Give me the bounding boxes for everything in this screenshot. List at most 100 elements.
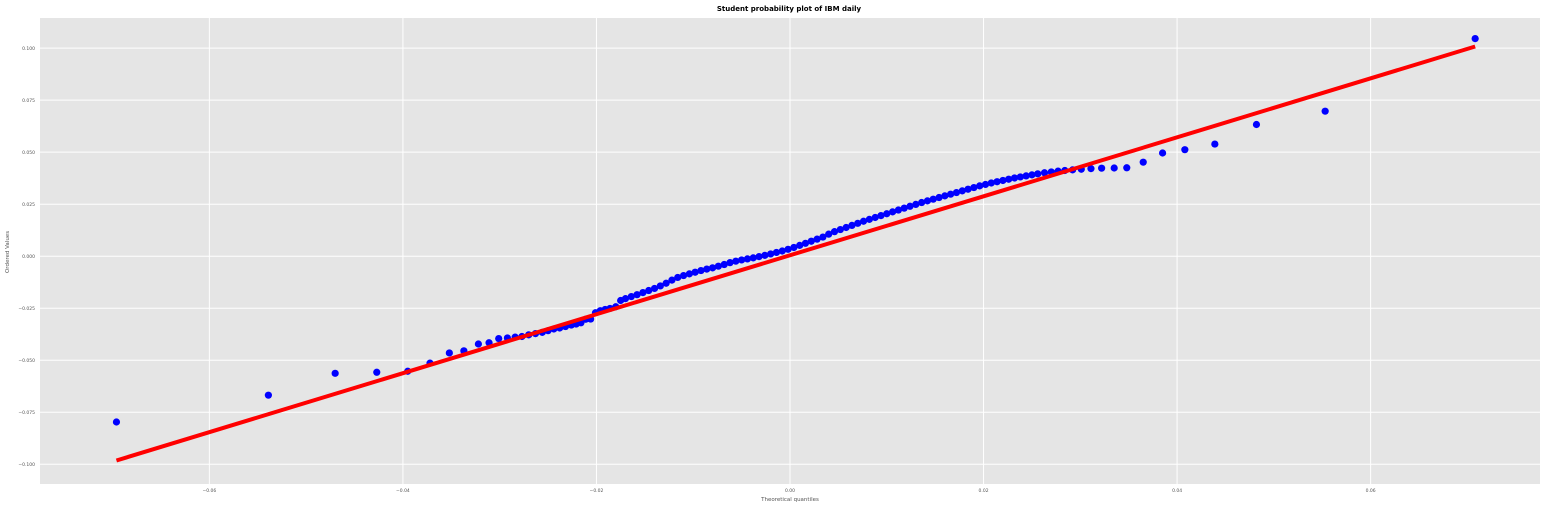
data-point: [1211, 140, 1219, 148]
data-point: [738, 256, 746, 264]
x-tick-label: 0.00: [785, 488, 795, 494]
data-point: [993, 178, 1001, 186]
data-point: [1321, 107, 1329, 115]
data-point: [987, 179, 995, 187]
data-point: [697, 266, 705, 275]
data-point: [1040, 169, 1049, 177]
data-point: [772, 248, 781, 257]
data-point: [1005, 175, 1013, 183]
data-point: [900, 204, 908, 212]
data-point: [373, 368, 381, 376]
data-point: [999, 176, 1007, 185]
data-point: [848, 221, 856, 230]
data-point: [836, 225, 844, 234]
fit-line-layer: [115, 44, 1476, 463]
data-point: [1034, 170, 1042, 178]
y-tick-label: 0.100: [22, 46, 35, 52]
data-point: [807, 237, 815, 245]
y-tick-label: −0.025: [18, 306, 35, 312]
data-point: [790, 243, 798, 252]
data-point: [743, 255, 752, 263]
data-point: [662, 279, 670, 287]
x-tick-label: 0.06: [1366, 488, 1376, 494]
data-point: [935, 193, 943, 202]
data-point: [639, 289, 647, 297]
data-point: [1123, 164, 1131, 172]
data-point: [495, 334, 503, 343]
data-point: [778, 247, 786, 255]
data-point: [112, 418, 121, 426]
data-point: [331, 369, 339, 377]
data-point: [929, 195, 937, 203]
data-point: [703, 265, 711, 273]
data-point: [1110, 164, 1118, 172]
data-point: [796, 241, 804, 249]
data-point: [761, 251, 769, 259]
data-point: [714, 262, 722, 270]
data-point: [981, 180, 990, 189]
data-point: [871, 213, 879, 222]
data-point: [912, 200, 920, 208]
data-point: [819, 233, 827, 241]
y-tick-label: −0.050: [18, 358, 35, 364]
data-point: [877, 212, 885, 220]
data-point: [906, 202, 914, 210]
y-axis-ticks: −0.100 −0.075 −0.050 −0.025 0.000 0.025 0.050 0…: [18, 46, 35, 468]
data-point: [708, 264, 717, 272]
x-tick-label: 0.02: [979, 488, 989, 494]
data-point: [952, 188, 961, 197]
data-point: [894, 206, 902, 214]
data-point: [784, 245, 792, 253]
data-point: [923, 197, 932, 205]
x-tick-label: −0.04: [396, 488, 410, 494]
data-point: [1471, 34, 1479, 43]
data-point: [685, 270, 693, 278]
y-axis-label: Ordered Values: [5, 231, 11, 273]
data-point: [1181, 146, 1189, 154]
chart-title: Student probability plot of IBM daily: [717, 5, 862, 13]
x-axis-label: Theoretical quantiles: [760, 497, 819, 503]
data-point: [941, 192, 949, 200]
data-point: [970, 183, 978, 192]
data-point: [445, 349, 453, 357]
data-point: [918, 198, 926, 207]
data-point: [854, 219, 862, 227]
data-point: [976, 182, 984, 190]
data-point: [621, 295, 630, 303]
data-point: [679, 271, 688, 280]
grid-lines: [40, 18, 1540, 484]
data-point: [842, 223, 850, 232]
data-point: [650, 284, 659, 293]
data-point: [627, 292, 635, 301]
data-point: [964, 185, 972, 193]
data-point: [691, 268, 699, 276]
data-point: [883, 210, 891, 218]
data-point: [1016, 173, 1024, 181]
data-point: [656, 282, 664, 290]
x-tick-label: −0.06: [202, 488, 216, 494]
data-point: [633, 291, 641, 299]
data-point: [755, 253, 763, 261]
data-point: [1158, 149, 1167, 157]
data-point: [859, 217, 868, 225]
data-point: [1022, 172, 1030, 180]
data-point: [1139, 158, 1147, 166]
data-point: [958, 187, 966, 195]
data-point: [1252, 120, 1261, 129]
fit-line: [115, 44, 1476, 463]
data-point: [865, 215, 873, 223]
x-tick-label: −0.02: [590, 488, 604, 494]
data-point: [668, 276, 676, 284]
data-point: [720, 260, 728, 269]
data-point: [1010, 174, 1019, 182]
data-point: [674, 273, 682, 282]
data-point: [801, 239, 810, 247]
data-point: [645, 286, 653, 295]
data-point: [1028, 171, 1036, 179]
data-point: [264, 391, 272, 399]
y-tick-label: 0.025: [22, 202, 35, 208]
y-tick-label: 0.000: [22, 254, 35, 260]
data-point: [1098, 164, 1106, 172]
data-point: [474, 340, 482, 348]
